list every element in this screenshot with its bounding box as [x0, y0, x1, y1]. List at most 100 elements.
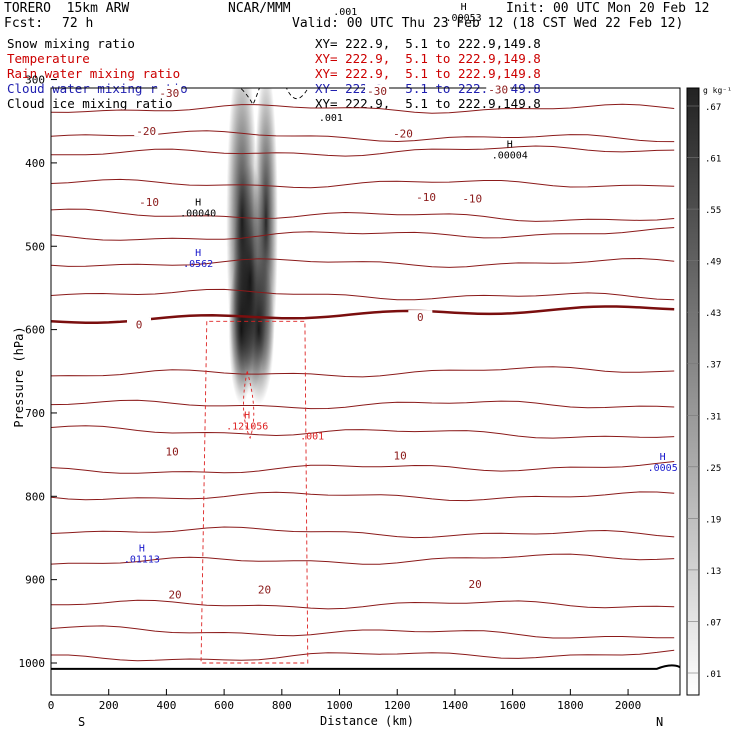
isotherm-line	[51, 178, 675, 189]
isotherm-line	[51, 288, 675, 301]
extremum-value: .01113	[124, 555, 160, 566]
isotherm-label-bg	[391, 126, 416, 139]
isotherm-label: 10	[393, 449, 406, 462]
isotherm-label: 20	[469, 578, 482, 591]
x-tick-label: 600	[214, 699, 234, 712]
forecast-value: 72 h	[62, 16, 94, 31]
isotherm-label-bg	[252, 582, 277, 595]
isotherm-label: 0	[417, 311, 424, 324]
colorbar-label: .67	[705, 103, 721, 113]
legend-name-cloud-ice: Cloud ice mixing ratio	[7, 96, 173, 111]
y-tick-label: 200	[25, 0, 45, 3]
isotherm-label: -10	[416, 191, 436, 204]
colorbar-label: .49	[705, 258, 721, 268]
colorbar-label: .43	[705, 309, 721, 319]
isotherm-label-bg	[163, 587, 188, 600]
legend-name-rain: Rain water mixing ratio	[7, 66, 181, 81]
isotherm-label: -20	[393, 128, 413, 141]
isotherm-label: -30	[367, 85, 387, 98]
center-title: NCAR/MMM	[228, 1, 291, 16]
extremum-mark: H	[244, 410, 250, 421]
extremum-value: .001	[300, 431, 324, 442]
isotherm-line	[51, 227, 675, 241]
extremum-value: .001	[319, 113, 343, 124]
extremum-value: .0005	[648, 463, 678, 474]
extremum-mark: H	[660, 452, 666, 463]
x-axis-label: Distance (km)	[320, 714, 414, 728]
legend-name-snow: Snow mixing ratio	[7, 36, 135, 51]
isotherm-label: -30	[159, 87, 179, 100]
y-tick-label: 500	[25, 240, 45, 253]
isotherm-label-bg	[127, 317, 152, 330]
plot-frame	[50, 87, 681, 696]
colorbar-label: .61	[705, 155, 721, 165]
x-tick-label: 1600	[499, 699, 526, 712]
isotherm-line	[51, 25, 674, 33]
x-tick-label: 200	[99, 699, 119, 712]
forecast-label: Fcst:	[4, 16, 44, 31]
isotherm-label-bg	[160, 444, 185, 457]
extremum-mark: H	[195, 198, 201, 209]
x-tick-label: 1000	[326, 699, 353, 712]
legend-xy-rain: XY= 222.9, 5.1 to 222.9,149.8	[315, 66, 541, 81]
extremum-value: .001	[333, 7, 357, 18]
isotherm-line	[51, 0, 674, 2]
isotherm-label-bg	[460, 191, 485, 204]
colorbar-label: .13	[705, 567, 721, 577]
isotherm-label-bg	[137, 195, 162, 208]
isotherm-label: -30	[488, 84, 508, 97]
isotherm-label-bg	[134, 124, 159, 137]
isotherm-line	[51, 103, 675, 114]
y-tick-label: 300	[25, 74, 45, 87]
isotherm-line	[51, 491, 675, 502]
isotherm-line	[51, 649, 675, 662]
colorbar-label: .37	[705, 361, 721, 371]
isotherm-line	[51, 145, 675, 157]
isotherm-line	[51, 366, 675, 378]
y-tick-label: 600	[25, 324, 45, 337]
isotherm-line	[51, 553, 675, 565]
extremum-value: .00053	[446, 13, 482, 24]
endpoint-left: S	[78, 715, 86, 729]
colorbar-label: .07	[705, 618, 721, 628]
valid-time: Valid: 00 UTC Thu 23 Feb 12 (18 CST Wed …	[292, 16, 684, 31]
isotherm-label-bg	[463, 576, 488, 589]
colorbar-label: .01	[705, 670, 721, 680]
x-tick-label: 800	[272, 699, 292, 712]
isotherm-label: -10	[462, 193, 482, 206]
isotherm-line	[51, 625, 675, 639]
legend-xy-cloud-ice: XY= 222.9, 5.1 to 222.9,149.8	[315, 96, 541, 111]
legend-name-temperature: Temperature	[7, 51, 90, 66]
colorbar-label: .19	[705, 515, 721, 525]
y-tick-label: 700	[25, 407, 45, 420]
isotherm-label-bg	[408, 310, 433, 323]
extremum-mark: H	[195, 248, 201, 259]
x-tick-label: 2000	[615, 699, 642, 712]
y-tick-label: 800	[25, 490, 45, 503]
y-tick-label: 900	[25, 574, 45, 587]
legend-xy-temperature: XY= 222.9, 5.1 to 222.9,149.8	[315, 51, 541, 66]
isotherm-label: -20	[136, 125, 156, 138]
x-tick-label: 1800	[557, 699, 584, 712]
isotherm-label-bg	[365, 84, 390, 97]
model-title: TORERO 15km ARW	[4, 1, 130, 16]
extremum-value: .00004	[492, 150, 528, 161]
extremum-value: .121056	[226, 421, 268, 432]
isotherm-label-bg	[157, 85, 182, 98]
extremum-value: .00040	[180, 209, 216, 220]
isotherm-label: 10	[166, 445, 179, 458]
y-tick-label: 400	[25, 157, 45, 170]
rain-contour	[200, 320, 309, 664]
extremum-mark: H	[139, 544, 145, 555]
isotherm-label: 20	[168, 589, 181, 602]
endpoint-right: N	[656, 715, 664, 729]
y-tick-label: 1000	[19, 657, 46, 670]
extremum-value: .0562	[183, 259, 213, 270]
isotherm-label-bg	[388, 448, 413, 461]
x-tick-label: 0	[48, 699, 55, 712]
colorbar-label: .31	[705, 412, 721, 422]
colorbar-label: .25	[705, 464, 721, 474]
y-axis-label: Pressure (hPa)	[12, 326, 26, 428]
